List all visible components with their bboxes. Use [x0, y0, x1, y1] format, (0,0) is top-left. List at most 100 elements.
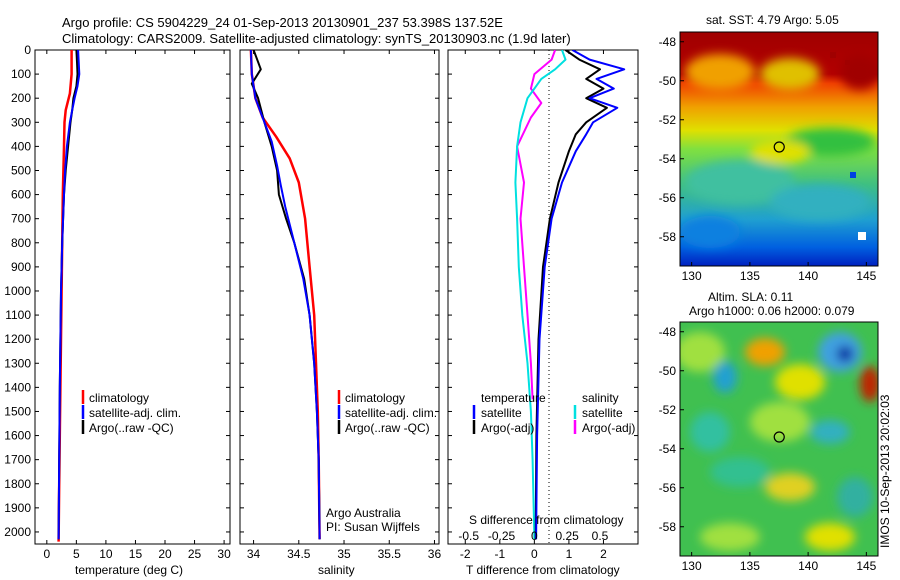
- depth-tick-label: 1900: [4, 501, 31, 515]
- top-x-tick-label: 0.25: [556, 529, 580, 543]
- top-x-tick-label: 0.5: [592, 529, 609, 543]
- map-x-tick-label: 140: [798, 559, 818, 573]
- float-pi-note: PI: Susan Wijffels: [326, 520, 420, 534]
- x-tick-label: 35: [337, 547, 351, 561]
- depth-tick-label: 100: [11, 67, 31, 81]
- map-y-tick-label: -48: [659, 35, 677, 49]
- x-tick-label: 5: [73, 547, 80, 561]
- salinity-panel: 34 34.5 35 35.5 36 salinity climatology sate…: [239, 49, 442, 577]
- x-tick-label: 25: [188, 547, 202, 561]
- x-tick-label: 30: [217, 547, 231, 561]
- map-y-tick-label: -54: [659, 152, 677, 166]
- map-x-tick-label: 135: [740, 559, 760, 573]
- depth-tick-label: 800: [11, 236, 31, 250]
- salinity-profiles: [249, 50, 321, 540]
- map-x-tick-label: 140: [798, 269, 818, 283]
- depth-tick-label: 900: [11, 260, 31, 274]
- depth-tick-label: 700: [11, 212, 31, 226]
- sla-map-panel: Altim. SLA: 0.11 Argo h1000: 0.06 h2000:…: [659, 290, 879, 573]
- difference-panel: -2 -1 0 1 2 S difference from climatology -0…: [447, 49, 639, 577]
- float-program-note: Argo Australia: [326, 506, 401, 520]
- map-y-tick-label: -54: [659, 442, 677, 456]
- map-x-tick-label: 145: [856, 559, 876, 573]
- legend-label-climatology: climatology: [345, 391, 405, 405]
- legend-label-temp-argo: Argo(-adj): [481, 421, 534, 435]
- top-x-tick-label: 0: [531, 529, 538, 543]
- x-tick-label: 0: [43, 547, 50, 561]
- legend-salinity-title: salinity: [582, 391, 619, 405]
- temperature-xticks: 0 5 10 15 20 25 30: [43, 50, 231, 561]
- difference-legend: temperature salinity satellite satellite…: [472, 391, 635, 435]
- temperature-argo-line: [534, 50, 608, 540]
- depth-tick-label: 1000: [4, 284, 31, 298]
- depth-tick-label: 200: [11, 91, 31, 105]
- legend-label-satellite: satellite-adj. clim.: [345, 406, 437, 420]
- temperature-profiles: [57, 50, 81, 542]
- temperature-panel: 0100200300400500600700800900100011001200…: [4, 43, 231, 577]
- legend-temperature-title: temperature: [481, 391, 546, 405]
- temperature-axes-frame: [34, 49, 231, 545]
- map-x-tick-label: 130: [682, 559, 702, 573]
- depth-tick-label: 0: [24, 43, 31, 57]
- difference-profiles: [514, 50, 626, 540]
- x-tick-label: -2: [460, 547, 471, 561]
- map-y-tick-label: -56: [659, 481, 677, 495]
- x-tick-label: 36: [428, 547, 442, 561]
- depth-tick-label: 1700: [4, 453, 31, 467]
- map-x-tick-label: 145: [856, 269, 876, 283]
- depth-tick-label: 1500: [4, 404, 31, 418]
- figure-title-line2: Climatology: CARS2009. Satellite-adjuste…: [62, 31, 571, 46]
- imos-timestamp-label: IMOS 10-Sep-2013 20:02:03: [878, 394, 892, 548]
- salinity-xticks: 34 34.5 35 35.5 36: [247, 50, 442, 561]
- map-y-tick-label: -50: [659, 364, 677, 378]
- sla-map-subtitle: Argo h1000: 0.06 h2000: 0.079: [689, 304, 855, 318]
- x-tick-label: -1: [494, 547, 505, 561]
- legend-label-sal-argo: Argo(-adj): [582, 421, 635, 435]
- x-tick-label: 20: [158, 547, 172, 561]
- depth-tick-label: 1200: [4, 332, 31, 346]
- map-x-tick-label: 130: [682, 269, 702, 283]
- sla-map-frame: [679, 321, 879, 557]
- map-y-tick-label: -56: [659, 191, 677, 205]
- map-y-tick-label: -48: [659, 325, 677, 339]
- salinity-axes-frame: [239, 49, 440, 545]
- depth-tick-label: 500: [11, 163, 31, 177]
- map-y-tick-label: -50: [659, 74, 677, 88]
- x-tick-label: 34: [247, 547, 261, 561]
- depth-tick-label: 1300: [4, 356, 31, 370]
- top-x-tick-label: -0.25: [488, 529, 516, 543]
- salinity-difference-ticks: -0.5 -0.25 0 0.25 0.5: [458, 529, 608, 543]
- satellite-line: [249, 50, 321, 540]
- sst-map-panel: sat. SST: 4.79 Argo: 5.05 130 135 140 145 -4…: [659, 13, 879, 283]
- legend-label-argo: Argo(..raw -QC): [89, 421, 174, 435]
- sla-map-ticks: 130 135 140 145 -48 -50 -52 -54 -56 -58: [659, 325, 877, 573]
- salinity-satellite-line: [514, 50, 567, 540]
- difference-top-xlabel: S difference from climatology: [469, 513, 624, 527]
- sla-map-image: [680, 322, 878, 556]
- figure-title-line1: Argo profile: CS 5904229_24 01-Sep-2013 …: [62, 15, 503, 30]
- legend-label-temp-satellite: satellite: [481, 406, 522, 420]
- legend-label-climatology: climatology: [89, 391, 149, 405]
- salinity-yticks: [240, 49, 439, 533]
- map-y-tick-label: -58: [659, 230, 677, 244]
- map-x-tick-label: 135: [740, 269, 760, 283]
- depth-tick-label: 1800: [4, 477, 31, 491]
- satellite-line: [57, 50, 81, 540]
- map-y-tick-label: -58: [659, 520, 677, 534]
- x-tick-label: 1: [566, 547, 573, 561]
- depth-tick-label: 400: [11, 139, 31, 153]
- salinity-legend: climatology satellite-adj. clim. Argo(..…: [337, 390, 437, 435]
- map-y-tick-label: -52: [659, 403, 677, 417]
- temperature-xlabel: temperature (deg C): [75, 563, 183, 577]
- salinity-xlabel: salinity: [318, 563, 355, 577]
- top-x-tick-label: -0.5: [458, 529, 479, 543]
- difference-xlabel: T difference from climatology: [466, 563, 620, 577]
- depth-tick-label: 1600: [4, 429, 31, 443]
- sst-map-image: [680, 32, 878, 266]
- depth-tick-label: 1100: [5, 308, 31, 322]
- depth-tick-label: 1400: [4, 380, 31, 394]
- legend-label-sal-satellite: satellite: [582, 406, 623, 420]
- sst-map-ticks: 130 135 140 145 -48 -50 -52 -54 -56 -58: [659, 35, 877, 283]
- depth-tick-label: 300: [11, 115, 31, 129]
